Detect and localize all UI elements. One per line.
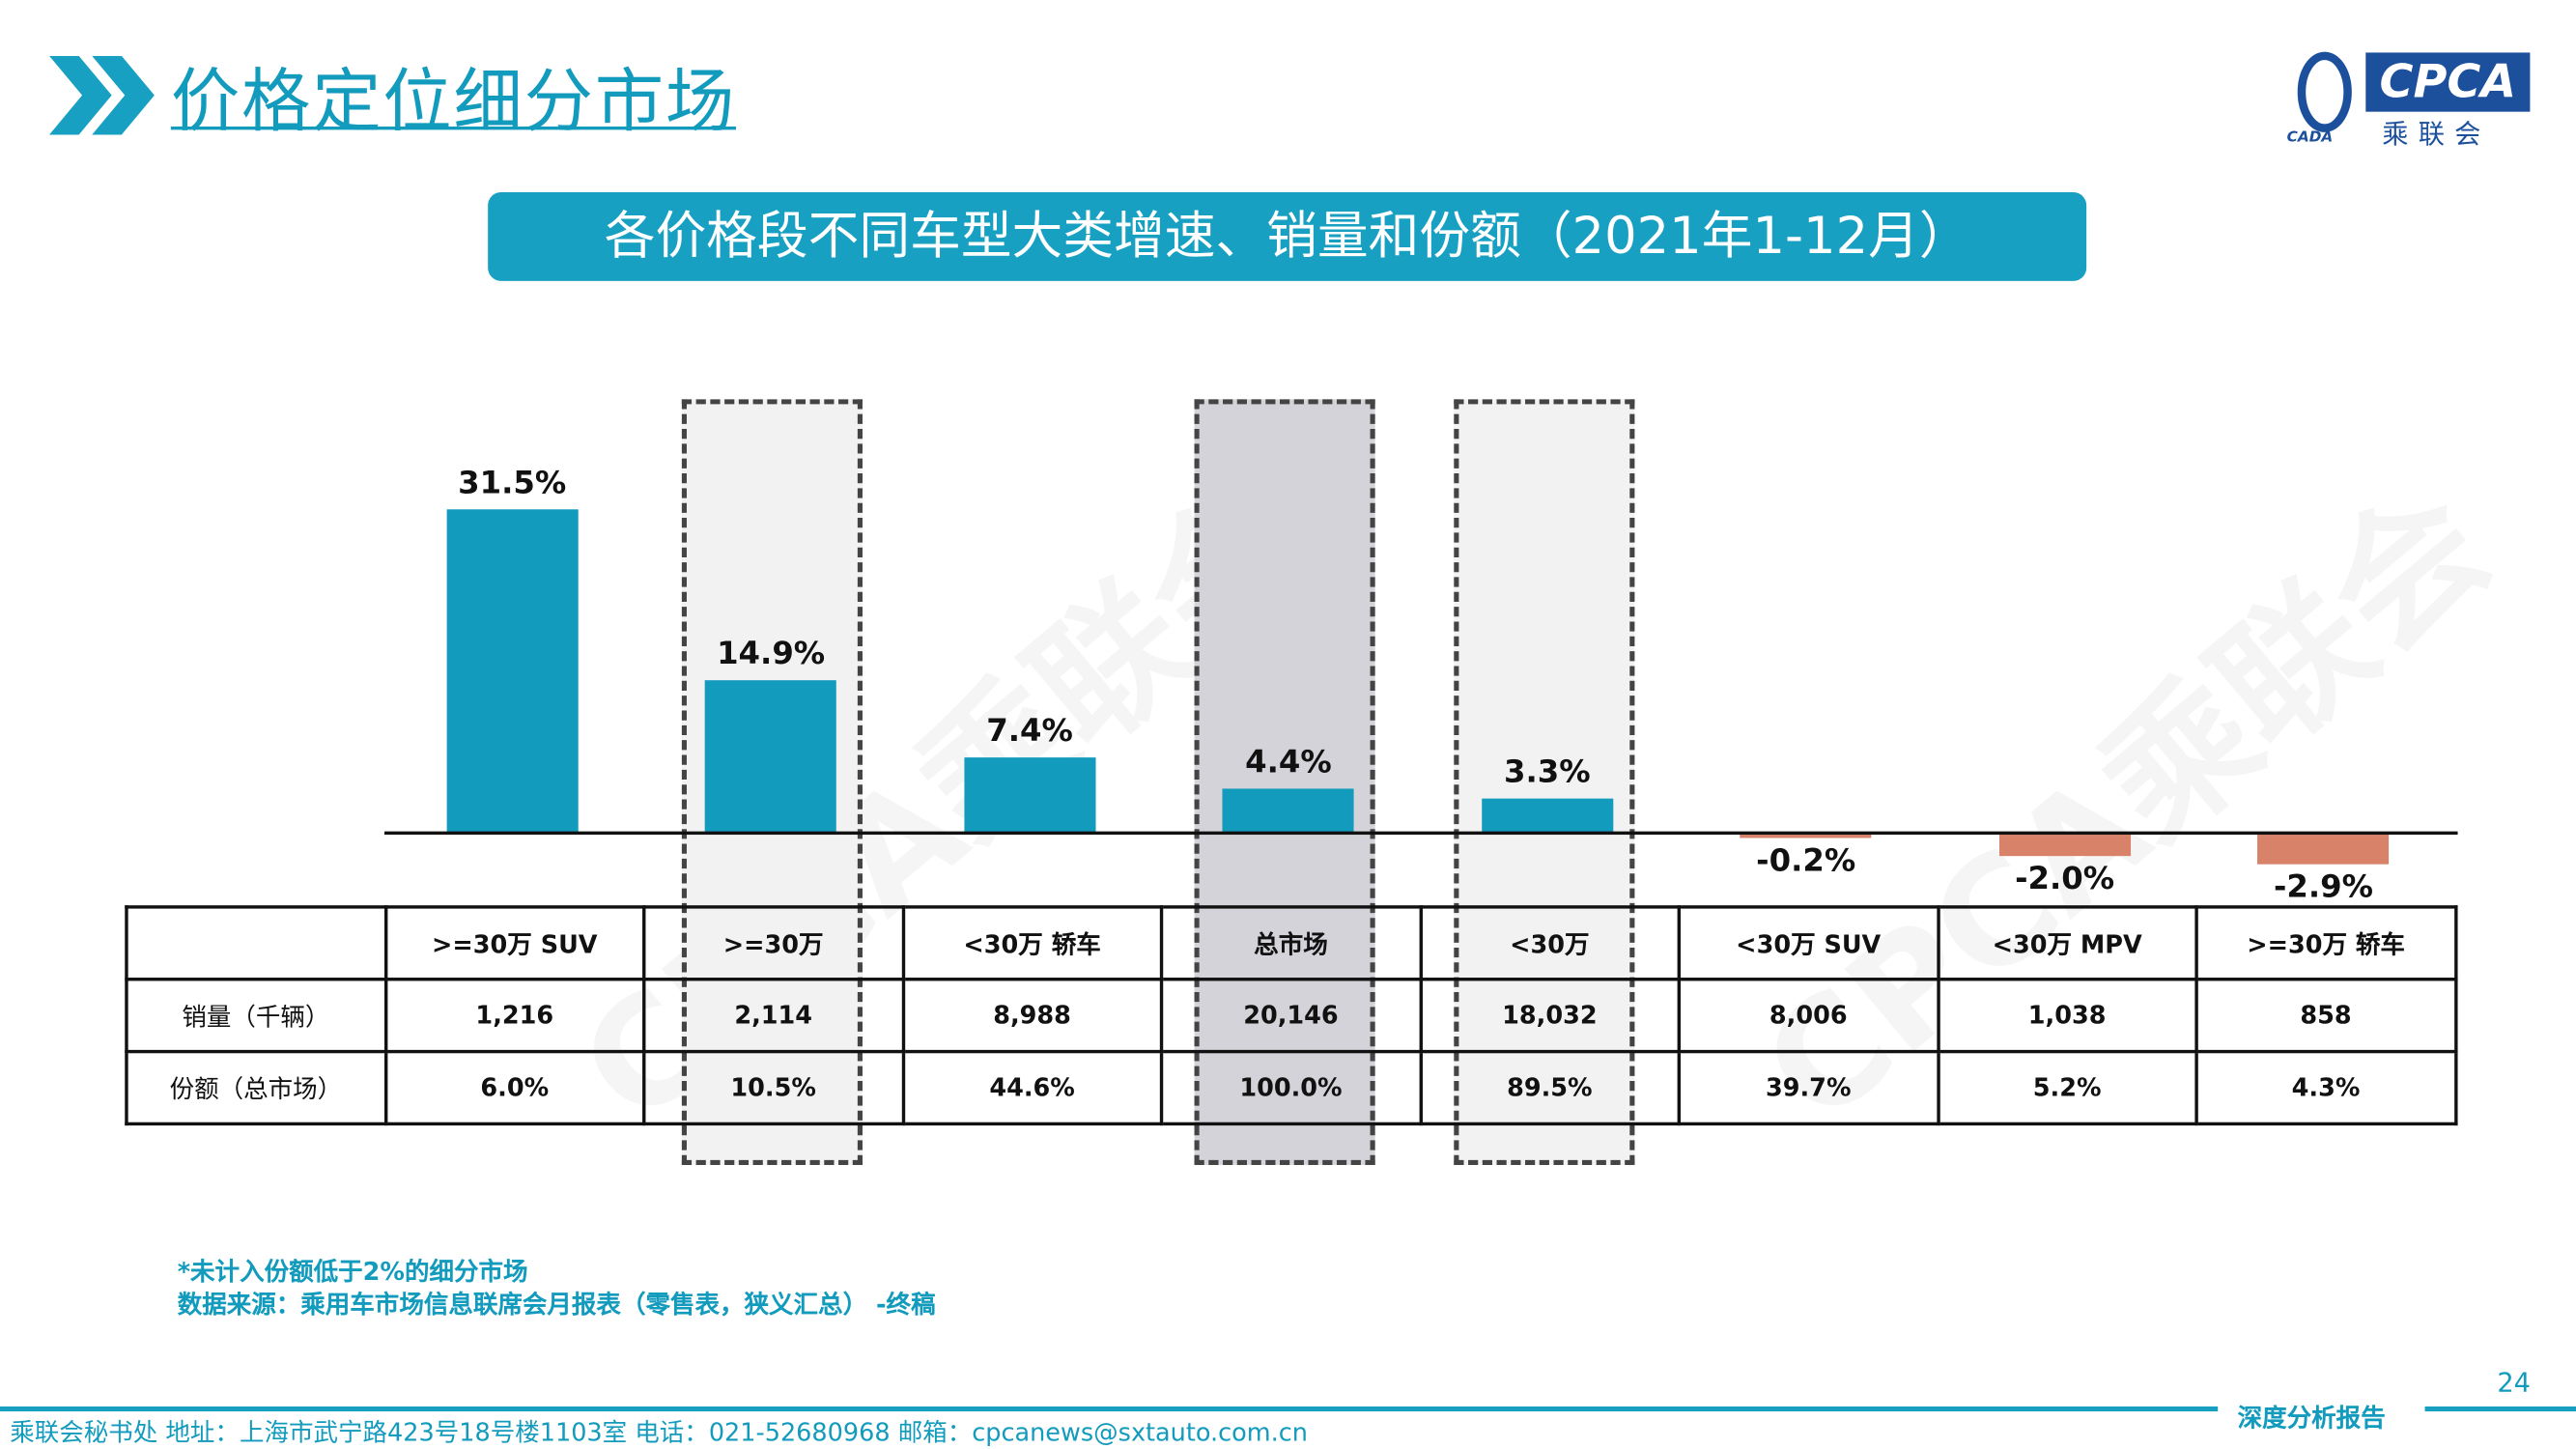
bar bbox=[964, 756, 1096, 834]
page-title: 价格定位细分市场 bbox=[170, 60, 737, 142]
table-cell: 39.7% bbox=[1677, 1049, 1939, 1126]
page-number: 24 bbox=[2497, 1367, 2531, 1399]
table-cell: 858 bbox=[2194, 978, 2457, 1054]
table-cell: 8,006 bbox=[1677, 978, 1939, 1054]
chart-title-banner: 各价格段不同车型大类增速、销量和份额（2021年1-12月） bbox=[488, 192, 2087, 281]
category-header: <30万 轿车 bbox=[900, 905, 1164, 981]
table-cell: 1,216 bbox=[383, 978, 646, 1054]
category-header: >=30万 bbox=[642, 905, 905, 981]
bar-value-label: 3.3% bbox=[1503, 754, 1591, 791]
bar bbox=[1998, 835, 2131, 856]
table-cell: 8,988 bbox=[900, 978, 1164, 1054]
bar-value-label: -2.9% bbox=[2273, 868, 2374, 906]
category-header: <30万 MPV bbox=[1936, 905, 2198, 981]
footer-contact: 乘联会秘书处 地址：上海市武宁路423号18号楼1103室 电话：021-526… bbox=[10, 1417, 1308, 1448]
table-row: 份额（总市场） 6.0% 10.5% 44.6% 100.0% 89.5% 39.7% 5.2… bbox=[125, 1049, 2457, 1126]
bar-value-label: -0.2% bbox=[1756, 842, 1856, 879]
table-cell: 44.6% bbox=[900, 1049, 1164, 1126]
category-header: <30万 SUV bbox=[1677, 905, 1939, 981]
bar-value-label: 4.4% bbox=[1245, 743, 1332, 781]
bar bbox=[446, 509, 579, 834]
footer-divider bbox=[2424, 1406, 2576, 1412]
row-label: 销量（千辆） bbox=[125, 978, 387, 1054]
table-cell: 18,032 bbox=[1418, 978, 1682, 1054]
category-header: >=30万 SUV bbox=[383, 905, 646, 981]
footer-divider bbox=[0, 1406, 2219, 1412]
bar-value-label: -2.0% bbox=[2015, 860, 2115, 896]
data-source: 数据来源：乘用车市场信息联席会月报表（零售表，狭义汇总） -终稿 bbox=[177, 1290, 936, 1320]
cpca-logo: CADA CPCA 乘联会 bbox=[2283, 49, 2531, 150]
svg-text:CADA: CADA bbox=[2287, 128, 2334, 144]
footnote: *未计入份额低于2%的细分市场 bbox=[177, 1257, 528, 1287]
table-cell: 1,038 bbox=[1936, 978, 2198, 1054]
bar bbox=[1481, 799, 1613, 834]
data-table: >=30万 SUV >=30万 <30万 轿车 总市场 <30万 <30万 SUV <30万… bbox=[125, 905, 2457, 1126]
table-cell: 2,114 bbox=[642, 978, 905, 1054]
report-tag: 深度分析报告 bbox=[2237, 1403, 2386, 1434]
table-cell: 10.5% bbox=[642, 1049, 905, 1126]
bar bbox=[1222, 787, 1354, 834]
table-cell: 5.2% bbox=[1936, 1049, 2198, 1126]
bar-value-label: 14.9% bbox=[717, 636, 826, 672]
table-cell: 89.5% bbox=[1418, 1049, 1682, 1126]
table-cell: 20,146 bbox=[1159, 978, 1423, 1054]
table-cell: 6.0% bbox=[383, 1049, 646, 1126]
category-header: 总市场 bbox=[1159, 905, 1423, 981]
table-header-row: >=30万 SUV >=30万 <30万 轿车 总市场 <30万 <30万 SUV <30万… bbox=[125, 905, 2457, 981]
bar-value-label: 31.5% bbox=[458, 465, 567, 501]
zero-axis bbox=[384, 831, 2458, 836]
table-cell: 100.0% bbox=[1159, 1049, 1423, 1126]
bar-value-label: 7.4% bbox=[986, 712, 1073, 750]
bar bbox=[705, 679, 837, 834]
table-cell: 4.3% bbox=[2194, 1049, 2457, 1126]
bar bbox=[1740, 835, 1872, 838]
bar bbox=[2257, 835, 2390, 865]
row-label: 份额（总市场） bbox=[125, 1049, 387, 1126]
category-header: >=30万 轿车 bbox=[2194, 905, 2457, 981]
table-row: 销量（千辆） 1,216 2,114 8,988 20,146 18,032 8,006 1,… bbox=[125, 978, 2457, 1054]
category-header: <30万 bbox=[1418, 905, 1682, 981]
chevron-icon bbox=[49, 55, 155, 135]
